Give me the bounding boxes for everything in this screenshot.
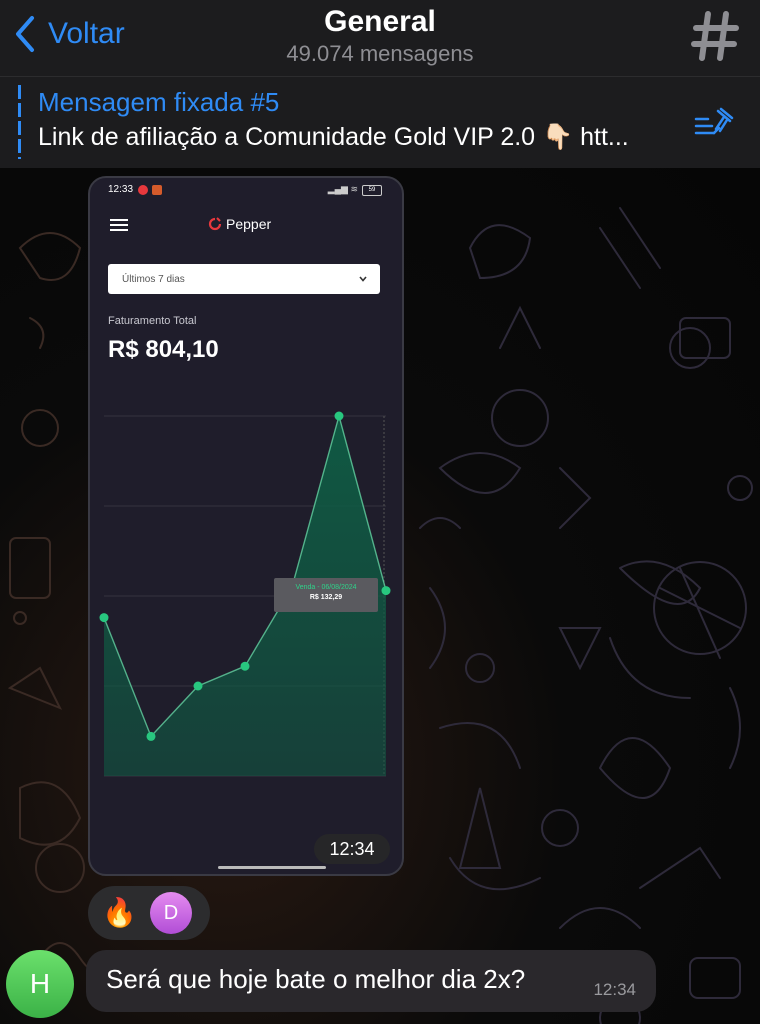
reaction-chip[interactable]: 🔥 D <box>88 886 210 940</box>
chart-point <box>240 661 250 671</box>
period-select: Últimos 7 dias <box>108 264 380 294</box>
home-indicator <box>218 866 326 869</box>
hamburger-menu-icon <box>110 219 128 231</box>
phone-status-time: 12:33 <box>108 184 134 195</box>
chevron-left-icon <box>16 16 34 52</box>
hashtag-icon[interactable] <box>690 8 740 64</box>
chat-title: General <box>324 5 436 38</box>
tooltip-value: R$ 132,29 <box>309 594 343 601</box>
doodle-pattern <box>7 207 753 1024</box>
message-bubble[interactable]: Será que hoje bate o melhor dia 2x? 12:3… <box>86 950 656 1012</box>
total-value: R$ 804,10 <box>108 336 219 363</box>
pin-list-icon[interactable] <box>694 107 734 141</box>
chart-area <box>104 416 386 776</box>
back-label: Voltar <box>48 17 125 50</box>
chevron-down-icon <box>359 276 367 282</box>
brand-name: Pepper <box>226 216 272 232</box>
sender-avatar[interactable]: H <box>6 950 74 1018</box>
message-time: 12:34 <box>593 980 636 999</box>
pinned-indicator <box>18 85 21 159</box>
pinned-title: Mensagem fixada #5 <box>38 87 280 117</box>
chart-point <box>193 681 203 691</box>
reactor-avatar: D <box>150 892 192 934</box>
chat-header: Voltar General 49.074 mensagens <box>0 0 760 77</box>
pinned-message-bar[interactable]: Mensagem fixada #5 Link de afiliação a C… <box>0 77 760 168</box>
signal-wifi-icon: ▂▄▆ ≋ <box>327 184 358 194</box>
pepper-logo-icon <box>208 217 222 231</box>
chart-point <box>334 411 344 421</box>
image-message[interactable]: 12:33 ▂▄▆ ≋ 59 Pepper Últimos 7 dias Fat… <box>88 176 404 876</box>
chat-subtitle: 49.074 mensagens <box>286 41 474 66</box>
message-text: Será que hoje bate o melhor dia 2x? <box>106 964 526 994</box>
chat-title-area[interactable]: General 49.074 mensagens <box>200 4 560 68</box>
notification-icon <box>138 185 148 195</box>
period-value: Últimos 7 dias <box>122 273 185 285</box>
chart-point <box>381 586 391 596</box>
image-message-time: 12:34 <box>314 834 390 864</box>
pepper-brand: Pepper <box>208 216 271 232</box>
tooltip-date: Venda - 06/08/2024 <box>295 584 357 591</box>
fire-icon: 🔥 <box>102 897 137 928</box>
total-label: Faturamento Total <box>108 315 197 327</box>
battery-icon: 59 <box>362 185 382 196</box>
chart-tooltip: Venda - 06/08/2024 R$ 132,29 <box>274 578 378 612</box>
app-notification-icon <box>152 185 162 195</box>
chart-point <box>146 731 156 741</box>
back-button[interactable]: Voltar <box>12 14 125 54</box>
sales-chart <box>99 411 391 777</box>
pinned-text: Link de afiliação a Comunidade Gold VIP … <box>38 123 629 151</box>
chart-point <box>99 613 109 623</box>
